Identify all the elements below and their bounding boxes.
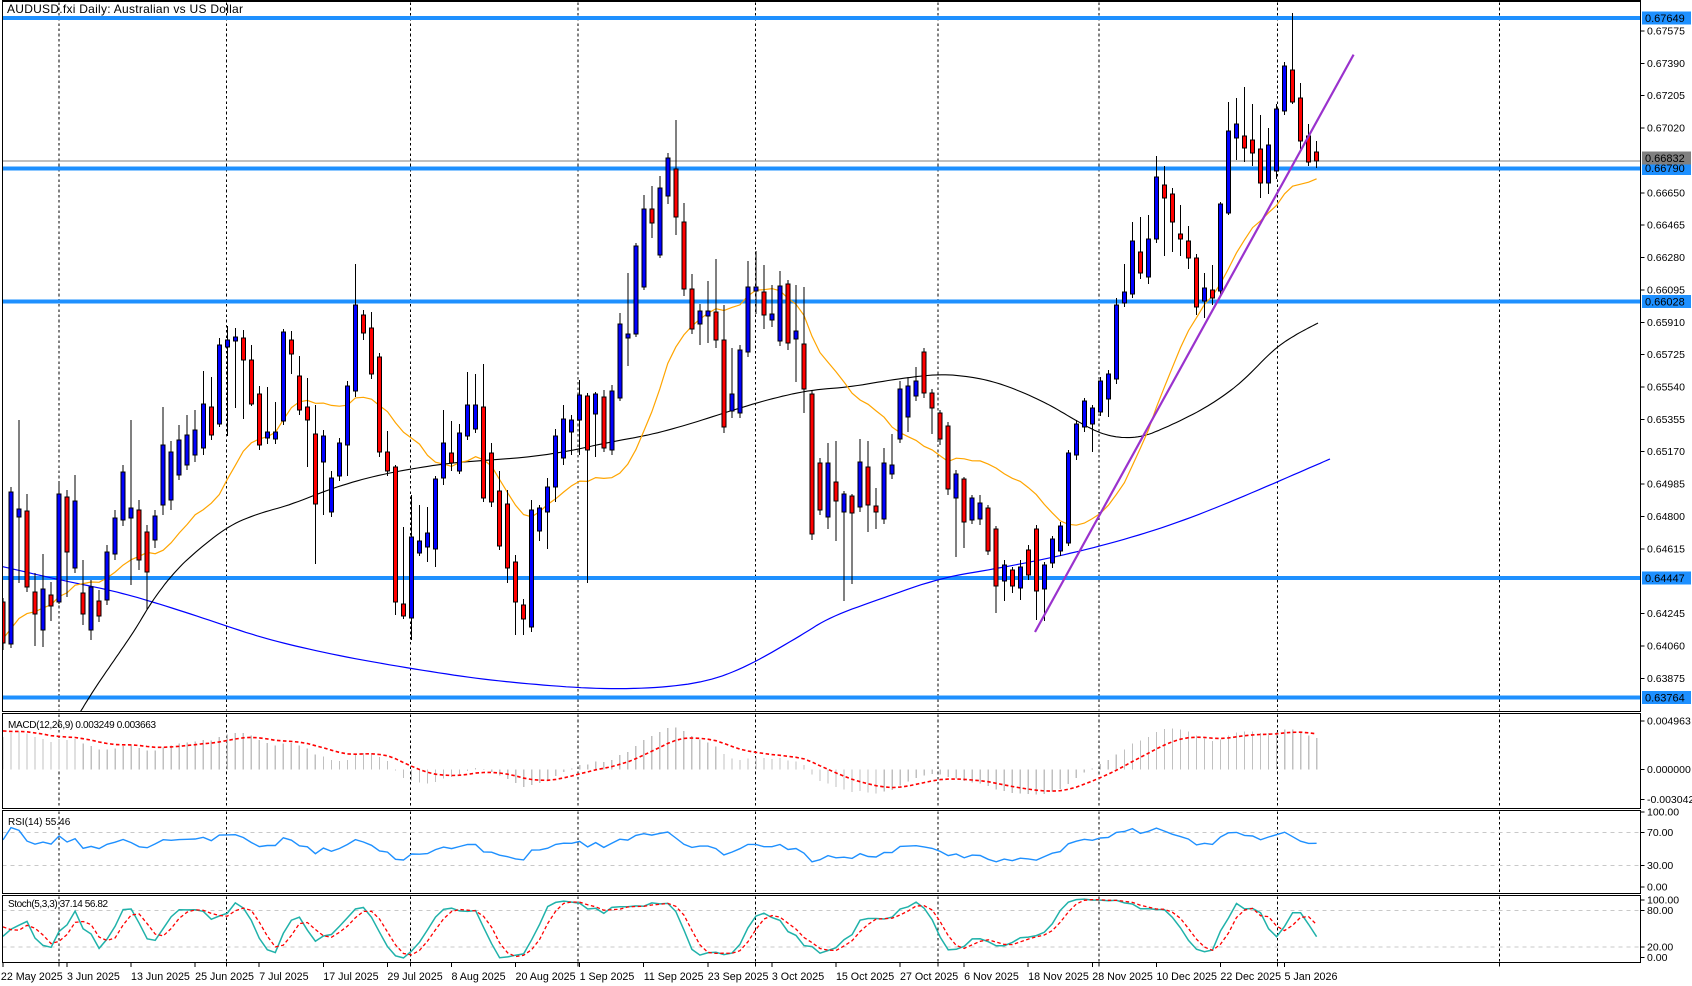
svg-text:20.00: 20.00 — [1647, 942, 1673, 954]
svg-text:0.63875: 0.63875 — [1647, 673, 1685, 685]
svg-text:0.66465: 0.66465 — [1647, 220, 1685, 232]
svg-text:0.65355: 0.65355 — [1647, 414, 1685, 426]
svg-text:-0.003042: -0.003042 — [1647, 794, 1692, 806]
svg-text:0.67020: 0.67020 — [1647, 123, 1685, 135]
svg-text:70.00: 70.00 — [1647, 827, 1673, 839]
svg-text:22 Dec 2025: 22 Dec 2025 — [1220, 971, 1281, 983]
svg-text:0.64447: 0.64447 — [1645, 573, 1685, 585]
svg-text:0.66832: 0.66832 — [1645, 153, 1685, 165]
svg-text:0.66650: 0.66650 — [1647, 187, 1685, 199]
svg-text:Stoch(5,3,3) 37.14 56.82: Stoch(5,3,3) 37.14 56.82 — [8, 899, 108, 910]
svg-text:18 Nov 2025: 18 Nov 2025 — [1028, 971, 1089, 983]
svg-text:0.66095: 0.66095 — [1647, 284, 1685, 296]
svg-text:0.67390: 0.67390 — [1647, 58, 1685, 70]
svg-text:5 Jan 2026: 5 Jan 2026 — [1285, 971, 1338, 983]
svg-text:30.00: 30.00 — [1647, 860, 1673, 872]
svg-text:0.004963: 0.004963 — [1647, 716, 1691, 728]
svg-text:0.67575: 0.67575 — [1647, 26, 1685, 38]
svg-text:0.64060: 0.64060 — [1647, 640, 1685, 652]
svg-text:11 Sep 2025: 11 Sep 2025 — [644, 971, 704, 983]
svg-text:0.00: 0.00 — [1647, 952, 1668, 964]
svg-text:0.000000: 0.000000 — [1647, 764, 1691, 776]
svg-text:0.65540: 0.65540 — [1647, 382, 1685, 394]
svg-text:0.67649: 0.67649 — [1645, 13, 1685, 25]
svg-text:MACD(12,26,9) 0.003249 0.00366: MACD(12,26,9) 0.003249 0.003663 — [8, 720, 156, 731]
svg-text:15 Oct 2025: 15 Oct 2025 — [836, 971, 894, 983]
svg-text:20 Aug 2025: 20 Aug 2025 — [516, 971, 576, 983]
svg-text:3 Jun 2025: 3 Jun 2025 — [67, 971, 120, 983]
svg-text:6 Nov 2025: 6 Nov 2025 — [964, 971, 1019, 983]
svg-text:0.65910: 0.65910 — [1647, 317, 1685, 329]
svg-text:29 Jul 2025: 29 Jul 2025 — [387, 971, 442, 983]
svg-text:0.66028: 0.66028 — [1645, 296, 1685, 308]
svg-text:0.64800: 0.64800 — [1647, 511, 1685, 523]
svg-text:22 May 2025: 22 May 2025 — [1, 971, 63, 983]
svg-text:1 Sep 2025: 1 Sep 2025 — [580, 971, 635, 983]
svg-text:7 Jul 2025: 7 Jul 2025 — [259, 971, 308, 983]
svg-text:0.64615: 0.64615 — [1647, 543, 1685, 555]
svg-text:RSI(14) 55.46: RSI(14) 55.46 — [8, 817, 71, 828]
svg-text:10 Dec 2025: 10 Dec 2025 — [1156, 971, 1217, 983]
svg-text:3 Oct 2025: 3 Oct 2025 — [772, 971, 824, 983]
svg-text:0.65170: 0.65170 — [1647, 446, 1685, 458]
svg-text:0.64245: 0.64245 — [1647, 608, 1685, 620]
svg-text:0.64985: 0.64985 — [1647, 479, 1685, 491]
svg-text:80.00: 80.00 — [1647, 905, 1673, 917]
svg-text:8 Aug 2025: 8 Aug 2025 — [451, 971, 505, 983]
svg-text:0.67205: 0.67205 — [1647, 90, 1685, 102]
svg-text:0.63764: 0.63764 — [1645, 693, 1685, 705]
svg-text:28 Nov 2025: 28 Nov 2025 — [1092, 971, 1153, 983]
svg-text:17 Jul 2025: 17 Jul 2025 — [323, 971, 378, 983]
svg-text:0.65725: 0.65725 — [1647, 349, 1685, 361]
svg-text:27 Oct 2025: 27 Oct 2025 — [900, 971, 958, 983]
svg-text:0.00: 0.00 — [1647, 882, 1668, 894]
svg-text:13 Jun 2025: 13 Jun 2025 — [131, 971, 190, 983]
svg-text:AUDUSD.fxi Daily: Australian: AUDUSD.fxi Daily: Australian vs US Dolla… — [7, 2, 243, 16]
svg-text:100.00: 100.00 — [1647, 895, 1679, 907]
svg-text:25 Jun 2025: 25 Jun 2025 — [195, 971, 254, 983]
svg-text:100.00: 100.00 — [1647, 807, 1679, 819]
svg-text:23 Sep 2025: 23 Sep 2025 — [708, 971, 769, 983]
svg-text:0.66790: 0.66790 — [1645, 163, 1685, 175]
svg-text:0.66280: 0.66280 — [1647, 252, 1685, 264]
